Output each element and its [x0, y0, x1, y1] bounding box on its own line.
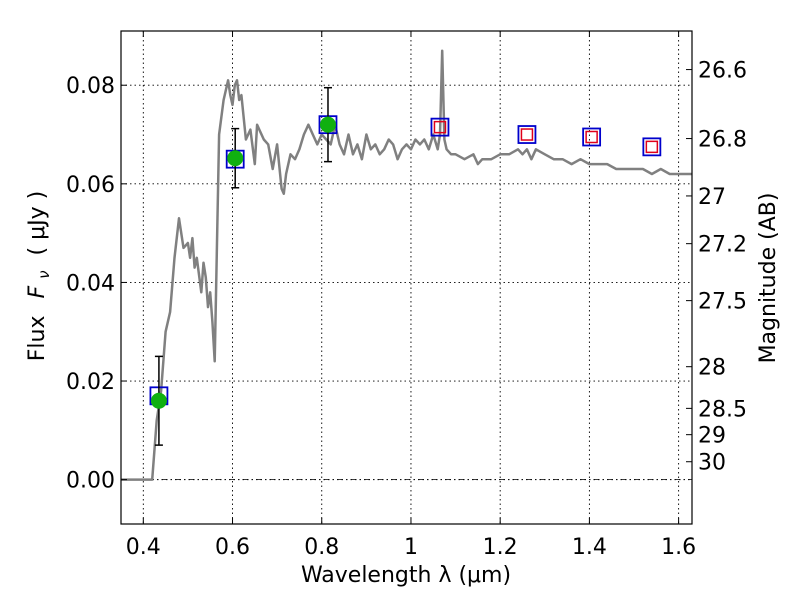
magnitude-tick-label: 29 — [698, 424, 726, 449]
magnitude-tick-label: 28 — [698, 356, 726, 381]
model-flux-square — [642, 137, 662, 157]
magnitude-tick-label: 26.8 — [698, 128, 747, 153]
x-axis-title: Wavelength λ (μm) — [301, 563, 511, 588]
y-tick-label: 0.08 — [66, 74, 115, 99]
x-tick-label: 1.4 — [572, 535, 607, 560]
magnitude-tick-label: 30 — [698, 451, 726, 476]
y-axis-title-unit: ( μJy ) — [25, 191, 50, 256]
y-axis-title-symbol: F — [25, 285, 50, 298]
y-axis-title-prefix: Flux — [25, 315, 50, 361]
y-axis-title-subscript: ν — [35, 270, 53, 278]
y-axis-title: Flux F ν ( μJy ) — [25, 191, 55, 361]
y-tick-label: 0.00 — [66, 469, 115, 494]
model-flux-inner-square — [433, 120, 447, 134]
observed-flux-point — [227, 150, 244, 167]
model-spectrum-line — [121, 49, 692, 481]
model-flux-square — [582, 127, 602, 147]
magnitude-tick-label: 28.5 — [698, 397, 747, 422]
magnitude-tick-label: 27.2 — [698, 233, 747, 258]
x-tick-label: 1.6 — [661, 535, 696, 560]
y-axis-ticks: 0.00 0.02 0.04 0.06 0.08 — [66, 74, 127, 494]
right-axis-title: Magnitude (AB) — [756, 193, 781, 364]
observed-flux-point — [150, 392, 167, 409]
x-axis-ticks: 0.4 0.6 0.8 1 1.2 1.4 1.6 — [126, 31, 696, 560]
axes-frame — [120, 30, 693, 525]
x-tick-label: 1 — [404, 535, 418, 560]
magnitude-tick-label: 26.6 — [698, 59, 747, 84]
y-tick-label: 0.02 — [66, 370, 115, 395]
model-flux-inner-square — [585, 130, 598, 144]
y-tick-label: 0.04 — [66, 271, 115, 296]
x-tick-label: 1.2 — [483, 535, 518, 560]
x-tick-label: 0.6 — [215, 535, 250, 560]
x-tick-label: 0.8 — [304, 535, 339, 560]
model-flux-square — [517, 125, 537, 144]
model-flux-square — [430, 117, 450, 137]
magnitude-tick-label: 27.5 — [698, 290, 747, 315]
model-flux-inner-square — [645, 140, 659, 154]
plot-area — [121, 49, 692, 481]
y-tick-label: 0.06 — [66, 173, 115, 198]
x-tick-label: 0.4 — [126, 535, 161, 560]
magnitude-tick-label: 27 — [698, 185, 726, 210]
observed-flux-point — [319, 116, 336, 133]
model-flux-inner-square — [520, 128, 534, 141]
